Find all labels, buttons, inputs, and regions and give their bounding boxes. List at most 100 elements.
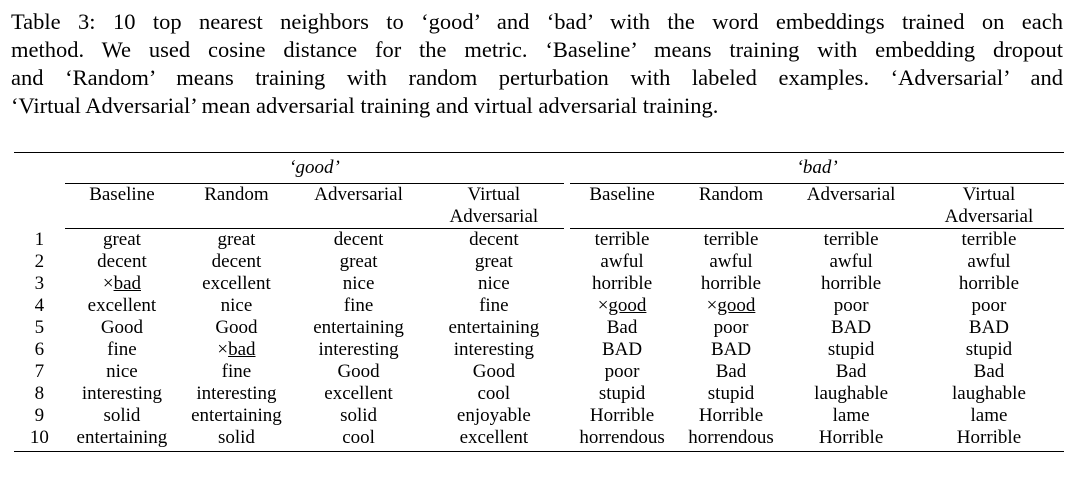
table-row: 8 interesting interesting excellent cool stup… — [14, 383, 1064, 405]
neighbor-cell: great — [339, 251, 378, 272]
rank-cell: 2 — [34, 251, 45, 272]
neighbor-cell: terrible — [823, 229, 879, 250]
neighbor-cell: BAD — [968, 317, 1010, 338]
neighbor-cell: ×bad — [102, 273, 141, 294]
nearest-neighbors-table: ‘good’ ‘bad’ Baseline Random Adversarial Vi… — [14, 152, 1064, 452]
column-header: Random — [204, 184, 269, 205]
neighbor-cell: stupid — [707, 383, 755, 404]
table-row: 1 great great decent decent terrible terrible t… — [14, 229, 1064, 252]
neighbor-cell: great — [102, 229, 141, 250]
neighbor-cell: solid — [103, 405, 141, 426]
neighbor-cell: awful — [829, 251, 873, 272]
neighbor-cell: enjoyable — [456, 405, 531, 426]
table-row: 2 decent decent great great awful awful awful aw… — [14, 251, 1064, 273]
column-header: Adversarial — [806, 184, 896, 205]
neighbor-cell: Horrible — [698, 405, 764, 426]
table-caption: Table 3: 10 top nearest neighbors to ‘go… — [11, 8, 1063, 120]
caption-line: Table 3: 10 top nearest neighbors to ‘go… — [11, 9, 1063, 34]
neighbor-cell: terrible — [961, 229, 1017, 250]
neighbor-cell: cool — [477, 383, 511, 404]
rank-cell: 7 — [34, 361, 45, 382]
neighbor-cell: solid — [217, 427, 255, 448]
neighbor-cell: horrible — [700, 273, 762, 294]
neighbor-cell: horrible — [821, 273, 882, 294]
neighbor-cell: nice — [220, 295, 253, 316]
neighbor-cell: awful — [600, 251, 644, 272]
rank-cell: 5 — [34, 317, 45, 338]
neighbor-cell: horrendous — [688, 427, 774, 448]
table-row: 9 solid entertaining solid enjoyable Horrible… — [14, 405, 1064, 427]
neighbor-cell: fine — [107, 339, 137, 360]
table-row: 5 Good Good entertaining entertaining Bad poor… — [14, 317, 1064, 339]
neighbor-cell: excellent — [324, 383, 393, 404]
neighbor-cell: horrible — [958, 273, 1020, 294]
caption-line: method. We used cosine distance for the … — [11, 37, 1063, 62]
neighbor-cell: awful — [709, 251, 753, 272]
neighbor-cell: entertaining — [191, 405, 282, 426]
neighbor-cell: stupid — [965, 339, 1013, 360]
neighbor-cell: poor — [833, 295, 869, 316]
neighbor-cell: awful — [967, 251, 1011, 272]
table-row: 4 excellent nice fine fine ×good ×good poor poor — [14, 295, 1064, 317]
column-header: Baseline — [89, 184, 155, 205]
neighbor-cell: ×good — [706, 295, 756, 316]
neighbor-cell: BAD — [602, 339, 643, 360]
caption-line: and ‘Random’ means training with random … — [11, 65, 1063, 90]
neighbor-cell: entertaining — [313, 317, 404, 338]
neighbor-cell: excellent — [459, 427, 529, 448]
neighbor-cell: terrible — [594, 229, 650, 250]
neighbor-cell: laughable — [952, 383, 1026, 404]
neighbor-cell: great — [217, 229, 256, 250]
neighbor-cell: great — [474, 251, 513, 272]
neighbor-cell: horrendous — [579, 427, 665, 448]
neighbor-cell: nice — [342, 273, 375, 294]
group-header-bad: ‘bad’ — [796, 157, 838, 178]
neighbor-cell: interesting — [81, 383, 163, 404]
rank-cell: 8 — [34, 383, 45, 404]
neighbor-cell: fine — [479, 295, 509, 316]
caption-line: ‘Virtual Adversarial’ mean adversarial t… — [11, 93, 719, 118]
neighbor-cell: Good — [472, 361, 515, 382]
table-row: 3 ×bad excellent nice nice horrible horrible ho… — [14, 273, 1064, 295]
neighbor-cell: excellent — [202, 273, 271, 294]
rank-cell: 3 — [34, 273, 45, 294]
neighbor-cell: BAD — [831, 317, 872, 338]
table-row: 7 nice fine Good Good poor Bad Bad Bad — [14, 361, 1064, 383]
neighbor-cell: excellent — [87, 295, 157, 316]
neighbor-cell: Bad — [715, 361, 747, 382]
neighbor-cell: nice — [106, 361, 138, 382]
neighbor-cell: cool — [342, 427, 375, 448]
neighbor-cell: Bad — [835, 361, 867, 382]
neighbor-cell: laughable — [814, 383, 889, 404]
neighbor-cell: entertaining — [76, 427, 168, 448]
column-header: Adversarial — [314, 184, 403, 205]
column-header: Random — [698, 184, 764, 205]
neighbor-cell: Bad — [973, 361, 1005, 382]
neighbor-cell: stupid — [598, 383, 646, 404]
neighbor-cell: entertaining — [448, 317, 540, 338]
neighbor-cell: decent — [333, 229, 384, 250]
neighbor-cell: decent — [469, 229, 519, 250]
neighbor-cell: ×bad — [217, 339, 256, 360]
neighbor-cell: Horrible — [956, 427, 1022, 448]
column-header: Virtual Adversarial — [944, 184, 1034, 227]
neighbor-cell: Horrible — [818, 427, 884, 448]
rank-cell: 4 — [34, 295, 45, 316]
rank-cell: 9 — [34, 405, 45, 426]
neighbor-cell: Bad — [606, 317, 638, 338]
table-row: 6 fine ×bad interesting interesting BAD BAD stu… — [14, 339, 1064, 361]
neighbor-cell: Horrible — [589, 405, 655, 426]
neighbor-cell: solid — [340, 405, 378, 426]
column-header: Virtual Adversarial — [449, 184, 539, 227]
rank-cell: 1 — [34, 228, 45, 250]
neighbor-cell: Good — [215, 317, 258, 338]
neighbor-cell: ×good — [597, 295, 647, 316]
neighbor-cell: interesting — [318, 339, 399, 360]
neighbor-cell: Good — [100, 317, 144, 338]
neighbor-cell: fine — [343, 295, 374, 316]
neighbor-cell: BAD — [710, 339, 752, 360]
neighbor-cell: poor — [971, 295, 1007, 316]
neighbor-cell: nice — [478, 273, 510, 294]
neighbor-cell: poor — [713, 317, 749, 338]
table-row: 10 entertaining solid cool excellent horrendo… — [14, 427, 1064, 449]
